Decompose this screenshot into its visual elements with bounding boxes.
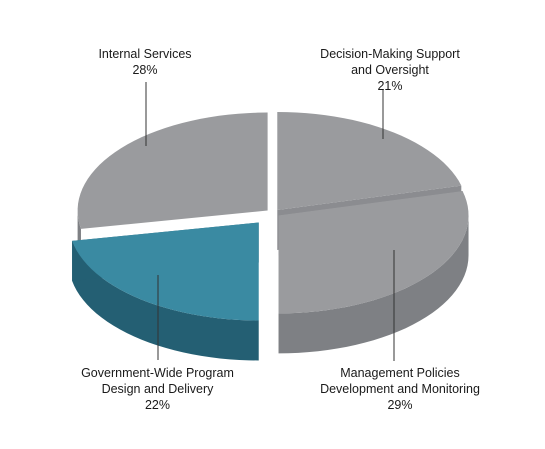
label-decision-making-support: Decision-Making Support and Oversight 21… xyxy=(320,47,460,93)
pie-slice-government-wide-program xyxy=(72,222,259,361)
slice-top xyxy=(278,190,469,314)
label-management-policies: Management Policies Development and Moni… xyxy=(320,366,480,412)
slice-top xyxy=(77,112,268,229)
label-government-wide-program: Government-Wide Program Design and Deliv… xyxy=(81,366,234,412)
label-internal-services: Internal Services 28% xyxy=(98,47,192,77)
slice-top xyxy=(72,222,259,321)
slice-side xyxy=(72,240,259,361)
slice-top xyxy=(277,111,462,210)
slice-side xyxy=(278,215,469,354)
pie-slice-management-policies xyxy=(278,190,469,354)
